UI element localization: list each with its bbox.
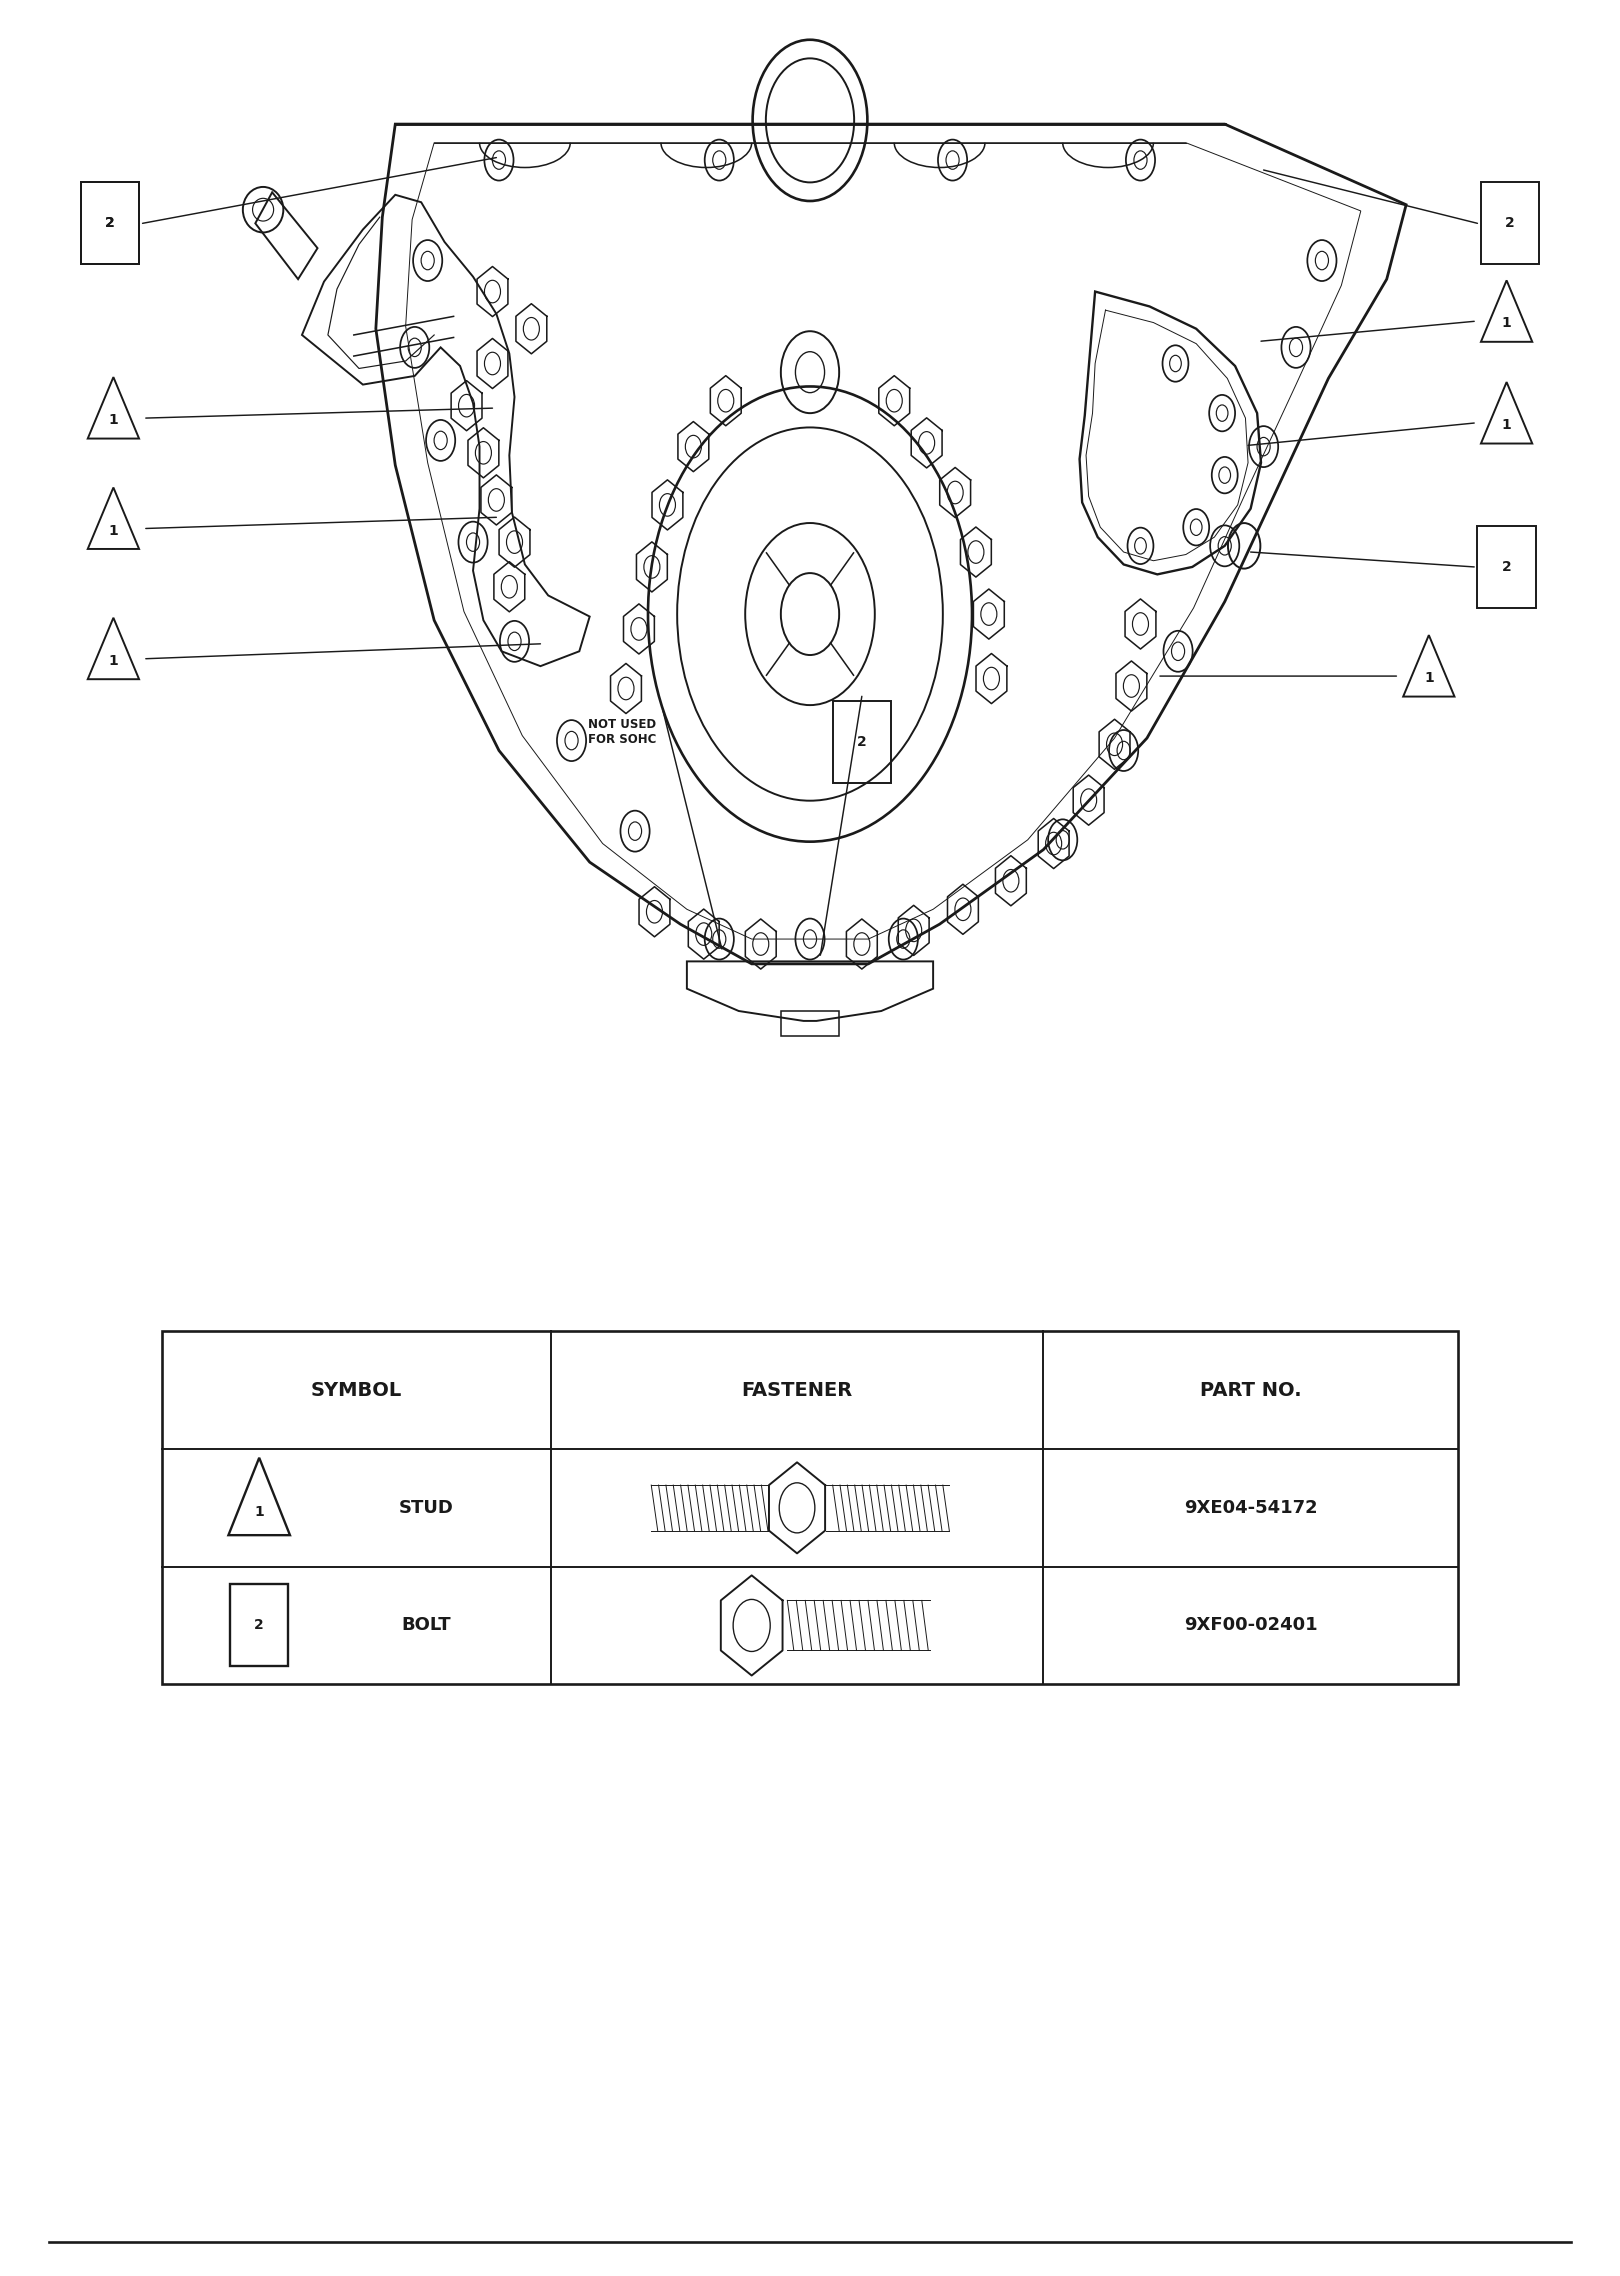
Text: STUD: STUD (399, 1500, 454, 1516)
Bar (833, 701, 891, 783)
Text: 9XF00-02401: 9XF00-02401 (1184, 1616, 1317, 1634)
Text: 2: 2 (1502, 560, 1511, 574)
Text: 2: 2 (254, 1618, 264, 1632)
Text: 1: 1 (1502, 419, 1511, 432)
Text: 2: 2 (1505, 216, 1515, 230)
Bar (81, 182, 139, 264)
Text: 1: 1 (1502, 316, 1511, 330)
Text: 1: 1 (109, 414, 118, 428)
Bar (162, 1331, 1458, 1684)
Text: SYMBOL: SYMBOL (311, 1382, 402, 1400)
Bar (230, 1584, 288, 1666)
Text: PART NO.: PART NO. (1200, 1382, 1301, 1400)
Bar (1481, 182, 1539, 264)
Text: 2: 2 (105, 216, 115, 230)
Text: 2: 2 (105, 216, 115, 230)
Text: 2: 2 (857, 735, 867, 749)
Text: 1: 1 (1424, 671, 1434, 685)
Bar (81, 182, 139, 264)
Text: 1: 1 (109, 523, 118, 537)
Text: 1: 1 (254, 1504, 264, 1520)
Text: 9XE04-54172: 9XE04-54172 (1184, 1500, 1317, 1516)
Text: FASTENER: FASTENER (742, 1382, 852, 1400)
Text: BOLT: BOLT (402, 1616, 452, 1634)
Text: 1: 1 (109, 653, 118, 667)
Text: NOT USED
FOR SOHC: NOT USED FOR SOHC (588, 717, 656, 747)
Bar (1477, 526, 1536, 608)
